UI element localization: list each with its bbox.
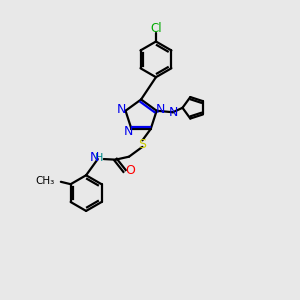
Text: Cl: Cl: [150, 22, 162, 34]
Text: N: N: [156, 103, 166, 116]
Text: CH₃: CH₃: [36, 176, 55, 186]
Text: O: O: [125, 164, 135, 178]
Text: N: N: [90, 151, 99, 164]
Text: N: N: [169, 106, 178, 119]
Text: N: N: [117, 103, 126, 116]
Text: H: H: [94, 153, 103, 163]
Text: S: S: [138, 138, 146, 151]
Text: N: N: [124, 125, 133, 138]
